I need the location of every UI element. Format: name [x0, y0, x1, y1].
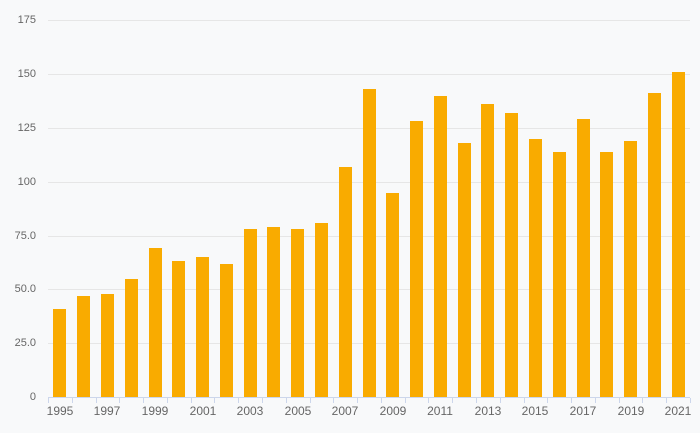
x-axis-tick — [619, 398, 620, 403]
bar-2021[interactable] — [672, 72, 685, 397]
bar-2007[interactable] — [339, 167, 352, 397]
bar-1998[interactable] — [125, 279, 138, 397]
x-axis-label: 2015 — [521, 404, 549, 418]
y-axis-label: 100 — [17, 176, 36, 188]
y-axis-label: 25.0 — [14, 337, 36, 349]
x-axis-tick — [476, 398, 477, 403]
x-axis-tick — [357, 398, 358, 403]
x-axis-label: 2007 — [331, 404, 359, 418]
x-axis-label: 1999 — [141, 404, 169, 418]
bar-2000[interactable] — [172, 261, 185, 397]
x-axis-tick — [119, 398, 120, 403]
x-axis-tick — [143, 398, 144, 403]
bar-2015[interactable] — [529, 139, 542, 397]
bar-2011[interactable] — [434, 96, 447, 397]
bar-2001[interactable] — [196, 257, 209, 397]
bar-1996[interactable] — [77, 296, 90, 397]
x-axis-label: 2003 — [236, 404, 264, 418]
x-axis-tick — [452, 398, 453, 403]
x-axis-label: 1995 — [46, 404, 74, 418]
bar-2003[interactable] — [244, 229, 257, 397]
x-axis-tick — [595, 398, 596, 403]
bar-2013[interactable] — [481, 104, 494, 397]
bar-2002[interactable] — [220, 264, 233, 397]
x-axis-label: 2011 — [427, 404, 453, 418]
y-gridline — [48, 74, 690, 75]
x-axis-label: 2021 — [664, 404, 692, 418]
x-axis-tick — [191, 398, 192, 403]
bar-2020[interactable] — [648, 93, 661, 397]
x-axis-tick — [96, 398, 97, 403]
bar-2012[interactable] — [458, 143, 471, 397]
bar-2018[interactable] — [600, 152, 613, 397]
bar-2010[interactable] — [410, 121, 423, 397]
x-axis-tick — [238, 398, 239, 403]
x-axis-tick — [428, 398, 429, 403]
x-axis-tick — [262, 398, 263, 403]
bar-2004[interactable] — [267, 227, 280, 397]
x-axis-label: 2019 — [617, 404, 645, 418]
y-axis-label: 50.0 — [14, 283, 36, 295]
x-axis-label: 1997 — [93, 404, 121, 418]
x-axis-tick — [405, 398, 406, 403]
y-axis-label: 0 — [29, 391, 36, 403]
bar-2019[interactable] — [624, 141, 637, 397]
y-axis-label: 175 — [17, 14, 36, 26]
x-axis-tick — [48, 398, 49, 403]
bar-1995[interactable] — [53, 309, 66, 397]
x-axis-label: 2001 — [189, 404, 217, 418]
bar-2008[interactable] — [363, 89, 376, 397]
x-axis-tick — [547, 398, 548, 403]
x-axis-tick — [167, 398, 168, 403]
x-axis-tick — [72, 398, 73, 403]
x-axis-label: 2009 — [379, 404, 407, 418]
x-axis-tick — [333, 398, 334, 403]
bar-2016[interactable] — [553, 152, 566, 397]
bar-2006[interactable] — [315, 223, 328, 397]
x-axis-label: 2017 — [569, 404, 597, 418]
x-axis-tick — [642, 398, 643, 403]
x-axis-tick — [214, 398, 215, 403]
bar-1999[interactable] — [149, 248, 162, 397]
x-axis-label: 2013 — [474, 404, 502, 418]
x-axis-tick — [666, 398, 667, 403]
bar-2017[interactable] — [577, 119, 590, 397]
bar-2005[interactable] — [291, 229, 304, 397]
y-gridline — [48, 20, 690, 21]
x-axis-tick — [690, 398, 691, 403]
x-axis-tick — [286, 398, 287, 403]
bar-2009[interactable] — [386, 193, 399, 397]
bar-2014[interactable] — [505, 113, 518, 397]
x-axis-tick — [571, 398, 572, 403]
x-axis-tick — [381, 398, 382, 403]
bar-1997[interactable] — [101, 294, 114, 397]
x-axis-line — [48, 397, 690, 398]
x-axis-tick — [310, 398, 311, 403]
x-axis-tick — [500, 398, 501, 403]
y-axis-label: 150 — [17, 68, 36, 80]
x-axis-tick — [524, 398, 525, 403]
x-axis-label: 2005 — [284, 404, 312, 418]
y-axis-label: 125 — [17, 122, 36, 134]
y-axis-label: 75.0 — [14, 230, 36, 242]
